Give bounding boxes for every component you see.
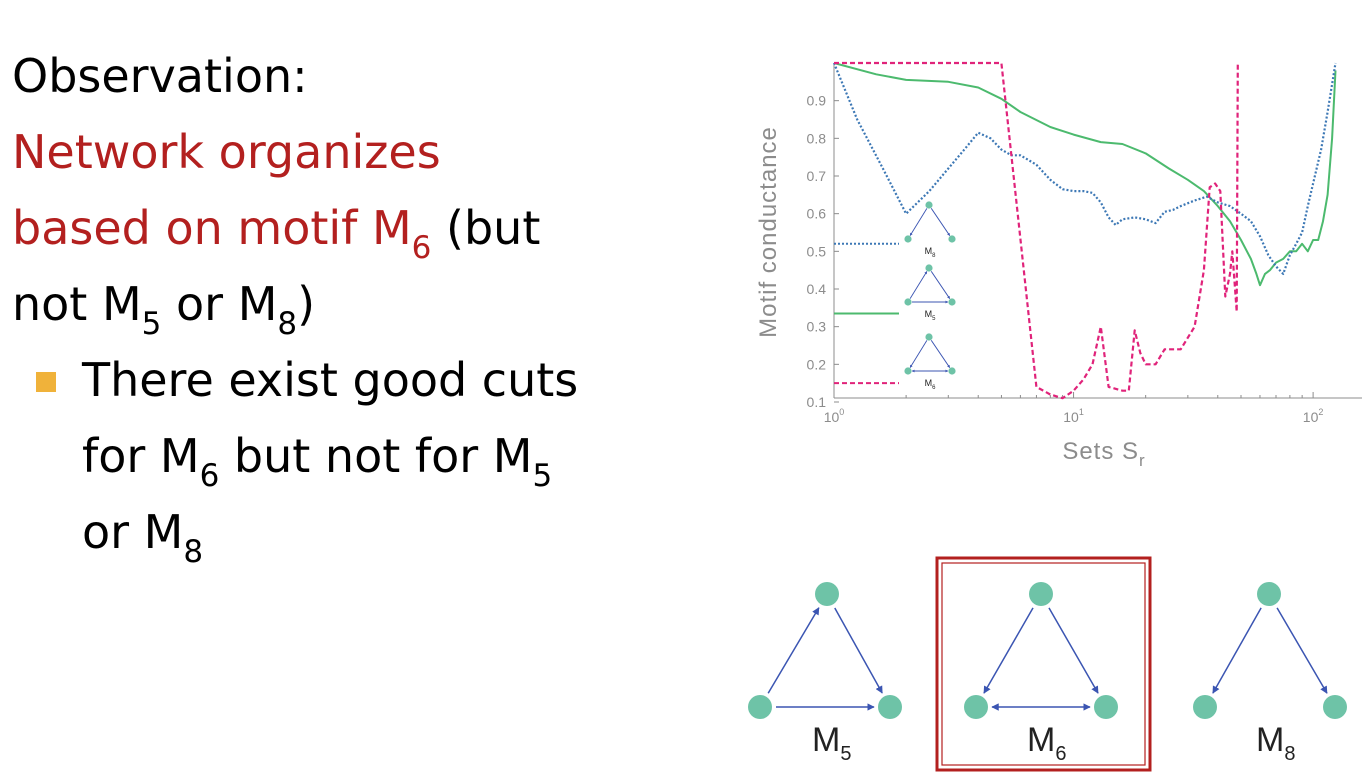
line-3-c: ) xyxy=(297,277,316,331)
series-line-m6 xyxy=(834,61,1239,400)
motif-node xyxy=(1193,695,1217,719)
m6-highlight-box xyxy=(935,556,1152,772)
y-tick-label: 0.8 xyxy=(807,130,827,146)
mini-node xyxy=(925,264,933,272)
bullet-line-2-a: for M xyxy=(82,429,200,483)
line-3-sub2: 8 xyxy=(277,306,298,342)
motif-edge xyxy=(983,607,1034,694)
motif-node xyxy=(878,695,902,719)
bullet-line-1: There exist good cuts xyxy=(82,353,579,407)
mini-node xyxy=(904,298,912,306)
red-line-2: based on motif M6 (but xyxy=(12,190,702,266)
motif-label: M6 xyxy=(1027,721,1066,765)
bullet-line-3: or M8 xyxy=(82,494,702,570)
y-tick-label: 0.4 xyxy=(807,281,827,297)
y-tick-label: 0.5 xyxy=(807,243,827,259)
mini-motif-label: M6 xyxy=(925,378,937,391)
mini-node xyxy=(948,367,956,375)
motif-node xyxy=(815,582,839,606)
mini-node xyxy=(925,201,933,209)
chart-series xyxy=(832,61,1337,400)
y-tick-label: 0.6 xyxy=(807,206,827,222)
motif-label: M8 xyxy=(1256,721,1295,765)
motif-m8-diagram: M8 xyxy=(1193,582,1347,765)
square-bullet-icon xyxy=(36,372,56,392)
series-line-m8 xyxy=(832,62,1337,275)
mini-node xyxy=(948,235,956,243)
legend-motif-m6-icon: M6 xyxy=(904,333,956,391)
legend-motif-m8-icon: M8 xyxy=(904,201,956,259)
motif-node xyxy=(964,695,988,719)
chart-legend: M5 M8 M6 xyxy=(834,201,956,391)
y-tick-label: 0.1 xyxy=(807,394,827,410)
line-3: not M5 or M8) xyxy=(12,266,702,342)
motif-node xyxy=(1257,582,1281,606)
x-tick-label: 100 xyxy=(824,407,845,425)
y-tick-label: 0.7 xyxy=(807,168,827,184)
slide-text: Observation: Network organizes based on … xyxy=(12,38,702,570)
bullet-line-2: for M6 but not for M5 xyxy=(82,418,702,494)
line-2-suffix: (but xyxy=(431,201,541,255)
mini-motif-label: M5 xyxy=(925,309,937,322)
y-tick-label: 0.3 xyxy=(807,319,827,335)
bullet-item: There exist good cuts for M6 but not for… xyxy=(12,342,702,570)
heading: Observation: xyxy=(12,49,308,103)
chart-axes: 0.1 0.2 0.3 0.4 0.5 0.6 0.7 0.8 0.9 100 101 102 Moti… xyxy=(755,63,1362,470)
mini-edge xyxy=(909,271,928,299)
legend-motif-m5-icon: M5 xyxy=(904,264,956,322)
bullet-line-3-a: or M xyxy=(82,505,184,559)
series-line-m5 xyxy=(833,62,1337,287)
motif-label: M5 xyxy=(812,721,851,765)
line-3-a: not M xyxy=(12,277,142,331)
bullet-line-2-sub1: 6 xyxy=(199,458,220,494)
bullet-line-2-b: but not for M xyxy=(219,429,533,483)
motif-edge xyxy=(1212,607,1262,694)
y-tick-label: 0.2 xyxy=(807,356,827,372)
motif-edge xyxy=(767,607,820,694)
mini-node xyxy=(925,333,933,341)
red-line-1: Network organizes xyxy=(12,125,441,179)
bullet-line-2-sub2: 5 xyxy=(532,458,553,494)
x-tick-label: 101 xyxy=(1063,407,1084,425)
mini-edge xyxy=(909,208,928,236)
motif-node xyxy=(1323,695,1347,719)
mini-node xyxy=(904,235,912,243)
red-line-2-text: based on motif M xyxy=(12,201,412,255)
mini-node xyxy=(948,298,956,306)
x-axis-label: Sets Sr xyxy=(1062,438,1145,470)
red-line-2-sub: 6 xyxy=(411,230,432,266)
x-tick-label: 102 xyxy=(1303,407,1324,425)
motif-edge xyxy=(1276,607,1328,694)
mini-edge xyxy=(930,271,951,299)
y-tick-label: 0.9 xyxy=(807,93,827,109)
motif-diagrams: M5 M6 M8 xyxy=(748,556,1347,772)
mini-edge xyxy=(930,208,951,236)
line-3-sub1: 5 xyxy=(141,306,162,342)
mini-edge xyxy=(930,340,951,368)
y-axis-label: Motif conductance xyxy=(755,126,782,338)
mini-motif-label: M8 xyxy=(925,246,937,259)
motif-node xyxy=(1094,695,1118,719)
mini-node xyxy=(904,367,912,375)
line-3-b: or M xyxy=(161,277,278,331)
m6-highlight-inner-box xyxy=(941,562,1146,766)
motif-edge xyxy=(1048,607,1099,694)
motif-m5-diagram: M5 xyxy=(748,582,902,765)
motif-node xyxy=(748,695,772,719)
mini-edge xyxy=(909,340,928,368)
motif-node xyxy=(1029,582,1053,606)
bullet-line-3-sub: 8 xyxy=(183,534,204,570)
motif-edge xyxy=(834,607,883,694)
motif-m6-diagram: M6 xyxy=(964,582,1118,765)
